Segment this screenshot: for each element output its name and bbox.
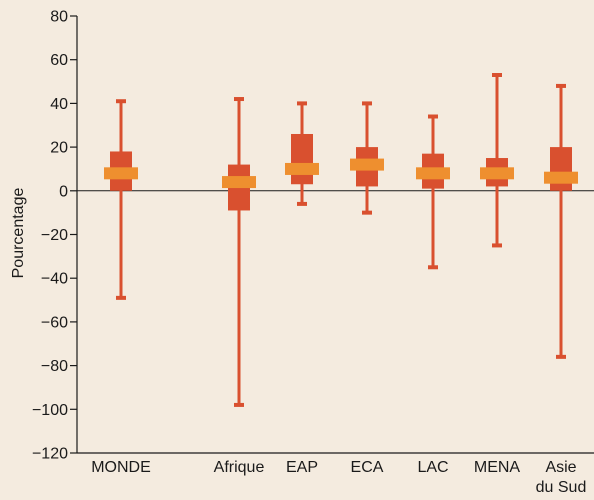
y-tick-label: −20 <box>41 227 68 244</box>
x-tick-label: du Sud <box>536 479 587 496</box>
y-tick-label: −40 <box>41 271 68 288</box>
y-tick-label: 20 <box>50 140 68 157</box>
box-monde <box>104 99 138 300</box>
iqr-box <box>550 147 572 191</box>
y-tick-label: 60 <box>50 52 68 69</box>
y-tick-label: −60 <box>41 314 68 331</box>
x-tick-label: ECA <box>351 459 384 476</box>
median-marker <box>222 176 256 189</box>
box-mena <box>480 72 514 248</box>
median-marker <box>285 162 319 175</box>
y-tick-label: −120 <box>32 446 68 463</box>
median-marker <box>544 171 578 184</box>
y-tick-label: −80 <box>41 358 68 375</box>
x-tick-label: LAC <box>417 459 448 476</box>
box-eap <box>285 101 319 206</box>
median-marker <box>104 167 138 180</box>
box-asie <box>544 83 578 359</box>
iqr-box <box>291 133 313 185</box>
x-tick-label: MONDE <box>91 459 151 476</box>
x-tick-label: EAP <box>286 459 318 476</box>
box-afrique <box>222 97 256 407</box>
box-lac <box>416 114 450 270</box>
median-marker <box>480 167 514 180</box>
y-tick-label: 80 <box>50 9 68 26</box>
y-axis-title: Pourcentage <box>10 188 27 279</box>
x-tick-label: MENA <box>474 459 521 476</box>
median-marker <box>416 167 450 180</box>
box-eca <box>350 101 384 215</box>
y-tick-label: −100 <box>32 402 68 419</box>
median-marker <box>350 158 384 171</box>
y-tick-label: 0 <box>59 183 68 200</box>
y-tick-label: 40 <box>50 96 68 113</box>
x-tick-label: Afrique <box>214 459 265 476</box>
x-tick-label: Asie <box>545 459 576 476</box>
